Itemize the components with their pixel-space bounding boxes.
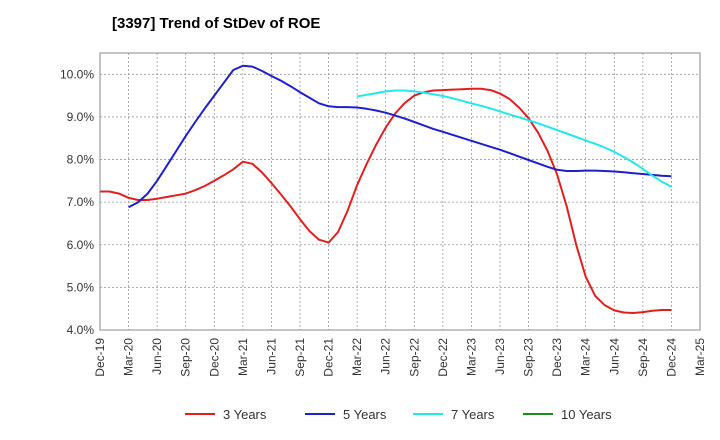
- x-tick-label: Dec-22: [436, 338, 450, 377]
- x-tick-label: Dec-19: [93, 338, 107, 377]
- x-tick-label: Mar-23: [464, 338, 478, 376]
- x-tick-label: Sep-21: [293, 338, 307, 377]
- x-tick-label: Dec-24: [664, 338, 678, 377]
- legend-label: 10 Years: [561, 407, 612, 422]
- x-tick-label: Sep-22: [407, 338, 421, 377]
- x-tick-label: Dec-21: [322, 338, 336, 377]
- y-tick-label: 5.0%: [67, 280, 95, 294]
- x-tick-label: Mar-21: [236, 338, 250, 376]
- x-tick-label: Sep-23: [522, 338, 536, 377]
- legend-label: 5 Years: [343, 407, 387, 422]
- y-tick-label: 9.0%: [67, 110, 95, 124]
- x-tick-label: Jun-21: [264, 338, 278, 375]
- x-tick-label: Sep-24: [636, 338, 650, 377]
- x-tick-label: Mar-20: [122, 338, 136, 376]
- plot-frame: [99, 52, 701, 331]
- series-lines: [100, 64, 672, 314]
- y-tick-label: 7.0%: [67, 195, 95, 209]
- x-tick-label: Mar-22: [350, 338, 364, 376]
- y-axis-ticks: 4.0% 5.0% 6.0% 7.0% 8.0% 9.0% 10.0%: [60, 67, 94, 337]
- x-tick-label: Jun-23: [493, 338, 507, 375]
- x-tick-label: Mar-24: [579, 338, 593, 376]
- x-tick-label: Jun-22: [379, 338, 393, 375]
- x-tick-label: Dec-20: [207, 338, 221, 377]
- y-tick-label: 10.0%: [60, 67, 94, 81]
- series-line-3-years: [100, 87, 672, 314]
- x-tick-label: Jun-20: [150, 338, 164, 375]
- x-tick-label: Mar-25: [693, 338, 707, 376]
- chart-title: [3397] Trend of StDev of ROE: [112, 15, 320, 32]
- y-tick-label: 4.0%: [67, 323, 95, 337]
- series-line-5-years: [128, 64, 672, 209]
- legend-label: 7 Years: [451, 407, 495, 422]
- legend: 3 Years 5 Years 7 Years 10 Years: [185, 407, 612, 422]
- legend-label: 3 Years: [223, 407, 267, 422]
- series-line-7-years: [356, 89, 672, 188]
- y-tick-label: 8.0%: [67, 153, 95, 167]
- x-axis-ticks: Dec-19 Mar-20 Jun-20 Sep-20 Dec-20 Mar-21 Jun-…: [93, 338, 707, 377]
- y-tick-label: 6.0%: [67, 238, 95, 252]
- x-tick-label: Dec-23: [550, 338, 564, 377]
- x-tick-label: Sep-20: [179, 338, 193, 377]
- x-tick-label: Jun-24: [607, 338, 621, 375]
